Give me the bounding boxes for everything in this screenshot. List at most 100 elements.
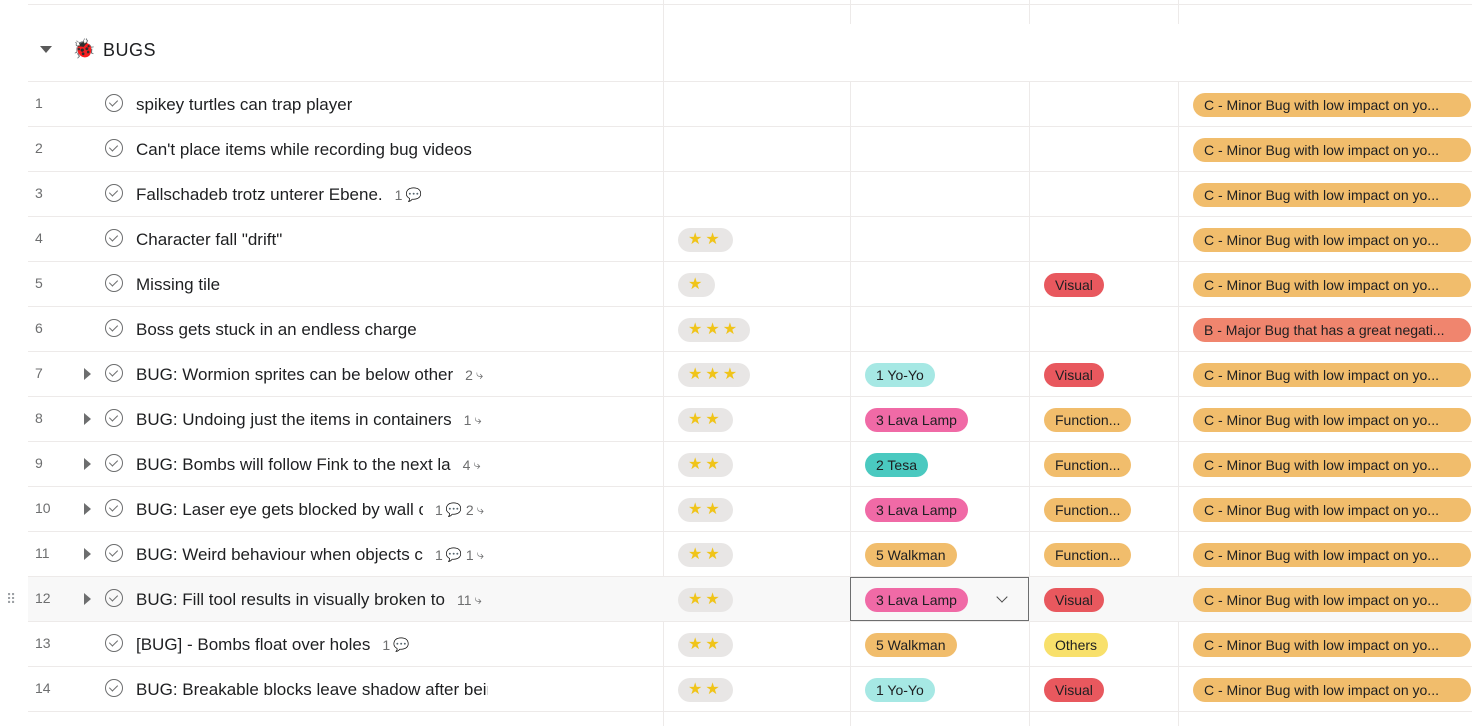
star-rating[interactable]: ★★ xyxy=(678,453,733,477)
release-tag[interactable]: 3 Lava Lamp xyxy=(865,588,968,612)
category-tag[interactable]: Function... xyxy=(1044,498,1132,522)
priority-tag[interactable]: C - Minor Bug with low impact on yo... xyxy=(1193,633,1471,657)
section-header[interactable]: 🐞 BUGS xyxy=(28,24,1472,82)
task-name[interactable]: BUG: Undoing just the items in container… xyxy=(136,410,452,429)
task-name-cell[interactable]: [BUG] - Bombs float over holes 1 💬 xyxy=(136,633,488,657)
category-tag[interactable]: Function... xyxy=(1044,408,1132,432)
expand-subtasks-icon[interactable] xyxy=(84,503,91,515)
star-rating[interactable]: ★★★ xyxy=(678,363,751,387)
table-row[interactable]: 11 BUG: Weird behaviour when objects c 1 💬 1… xyxy=(28,532,1472,577)
table-row[interactable]: 9 BUG: Bombs will follow Fink to the next… xyxy=(28,442,1472,487)
table-row[interactable]: 3 Fallschadeb trotz unterer Ebene. 1 💬 C - M… xyxy=(28,172,1472,217)
task-name-cell[interactable]: Can't place items while recording bug vi… xyxy=(136,138,488,162)
task-name-cell[interactable]: Boss gets stuck in an endless charge xyxy=(136,318,488,342)
task-name[interactable]: Boss gets stuck in an endless charge xyxy=(136,320,417,339)
table-row[interactable]: 4 Character fall "drift" ★★ C - Minor Bug w… xyxy=(28,217,1472,262)
category-tag[interactable]: Visual xyxy=(1044,363,1104,387)
task-name-cell[interactable]: BUG: Fill tool results in visually broke… xyxy=(136,588,488,612)
release-tag[interactable]: 1 Yo-Yo xyxy=(865,363,935,387)
star-rating[interactable]: ★★ xyxy=(678,588,733,612)
task-name[interactable]: BUG: Breakable blocks leave shadow after… xyxy=(136,680,488,699)
complete-checkbox-icon[interactable] xyxy=(105,409,123,427)
complete-checkbox-icon[interactable] xyxy=(105,454,123,472)
complete-checkbox-icon[interactable] xyxy=(105,634,123,652)
complete-checkbox-icon[interactable] xyxy=(105,364,123,382)
priority-tag[interactable]: C - Minor Bug with low impact on yo... xyxy=(1193,183,1471,207)
complete-checkbox-icon[interactable] xyxy=(105,139,123,157)
complete-checkbox-icon[interactable] xyxy=(105,319,123,337)
star-rating[interactable]: ★★ xyxy=(678,633,733,657)
priority-tag[interactable]: B - Major Bug that has a great negati... xyxy=(1193,318,1471,342)
release-tag[interactable]: 3 Lava Lamp xyxy=(865,408,968,432)
star-rating[interactable]: ★★ xyxy=(678,678,733,702)
task-name-cell[interactable]: BUG: Undoing just the items in container… xyxy=(136,408,488,432)
table-row[interactable]: 2 Can't place items while recording bug v… xyxy=(28,127,1472,172)
table-row[interactable]: ⠿ 12 BUG: Fill tool results in visually br… xyxy=(6,577,1472,622)
complete-checkbox-icon[interactable] xyxy=(105,679,123,697)
task-name-cell[interactable]: BUG: Bombs will follow Fink to the next … xyxy=(136,453,488,477)
category-tag[interactable]: Function... xyxy=(1044,453,1132,477)
expand-subtasks-icon[interactable] xyxy=(84,413,91,425)
table-row[interactable]: 1 spikey turtles can trap player C - Minor… xyxy=(28,82,1472,127)
priority-tag[interactable]: C - Minor Bug with low impact on yo... xyxy=(1193,408,1471,432)
complete-checkbox-icon[interactable] xyxy=(105,229,123,247)
category-tag[interactable]: Visual xyxy=(1044,678,1104,702)
task-name[interactable]: Character fall "drift" xyxy=(136,230,283,249)
star-rating[interactable]: ★★ xyxy=(678,408,733,432)
task-name-cell[interactable]: spikey turtles can trap player xyxy=(136,93,488,117)
category-tag[interactable]: Function... xyxy=(1044,543,1132,567)
task-name[interactable]: [BUG] - Bombs float over holes xyxy=(136,635,371,654)
category-tag[interactable]: Visual xyxy=(1044,273,1104,297)
release-tag[interactable]: 1 Yo-Yo xyxy=(865,678,935,702)
complete-checkbox-icon[interactable] xyxy=(105,589,123,607)
task-name[interactable]: BUG: Bombs will follow Fink to the next … xyxy=(136,455,451,474)
category-tag[interactable]: Visual xyxy=(1044,588,1104,612)
table-row[interactable]: 14 BUG: Breakable blocks leave shadow aft… xyxy=(28,667,1472,712)
task-name-cell[interactable]: BUG: Wormion sprites can be below other 2… xyxy=(136,363,488,387)
task-name[interactable]: spikey turtles can trap player xyxy=(136,95,353,114)
star-rating[interactable]: ★★ xyxy=(678,498,733,522)
release-tag[interactable]: 3 Lava Lamp xyxy=(865,498,968,522)
priority-tag[interactable]: C - Minor Bug with low impact on yo... xyxy=(1193,588,1471,612)
complete-checkbox-icon[interactable] xyxy=(105,544,123,562)
release-tag[interactable]: 2 Tesa xyxy=(865,453,928,477)
table-row[interactable]: 8 BUG: Undoing just the items in containe… xyxy=(28,397,1472,442)
task-name[interactable]: BUG: Laser eye gets blocked by wall c xyxy=(136,500,423,519)
priority-tag[interactable]: C - Minor Bug with low impact on yo... xyxy=(1193,228,1471,252)
table-row[interactable]: 10 BUG: Laser eye gets blocked by wall c 1… xyxy=(28,487,1472,532)
release-tag[interactable]: 5 Walkman xyxy=(865,633,957,657)
release-tag[interactable]: 5 Walkman xyxy=(865,543,957,567)
release-dropdown[interactable] xyxy=(850,577,1029,621)
task-name[interactable]: Missing tile xyxy=(136,275,221,294)
task-name-cell[interactable]: BUG: Laser eye gets blocked by wall c 1 💬 2… xyxy=(136,498,488,522)
task-name[interactable]: Fallschadeb trotz unterer Ebene. xyxy=(136,185,383,204)
priority-tag[interactable]: C - Minor Bug with low impact on yo... xyxy=(1193,273,1471,297)
drag-handle-icon[interactable]: ⠿ xyxy=(6,591,16,607)
complete-checkbox-icon[interactable] xyxy=(105,94,123,112)
task-name[interactable]: BUG: Wormion sprites can be below other xyxy=(136,365,454,384)
priority-tag[interactable]: C - Minor Bug with low impact on yo... xyxy=(1193,93,1471,117)
priority-tag[interactable]: C - Minor Bug with low impact on yo... xyxy=(1193,363,1471,387)
star-rating[interactable]: ★★ xyxy=(678,543,733,567)
star-rating[interactable]: ★ xyxy=(678,273,716,297)
table-row[interactable]: 6 Boss gets stuck in an endless charge ★★★… xyxy=(28,307,1472,352)
priority-tag[interactable]: C - Minor Bug with low impact on yo... xyxy=(1193,453,1471,477)
task-name-cell[interactable]: Missing tile xyxy=(136,273,488,297)
complete-checkbox-icon[interactable] xyxy=(105,499,123,517)
table-row[interactable]: 7 BUG: Wormion sprites can be below other… xyxy=(28,352,1472,397)
task-name[interactable]: BUG: Weird behaviour when objects c xyxy=(136,545,423,564)
expand-subtasks-icon[interactable] xyxy=(84,458,91,470)
task-name-cell[interactable]: BUG: Breakable blocks leave shadow after… xyxy=(136,678,488,702)
task-name-cell[interactable]: BUG: Weird behaviour when objects c 1 💬 1 ⤷ xyxy=(136,543,488,567)
priority-tag[interactable]: C - Minor Bug with low impact on yo... xyxy=(1193,678,1471,702)
complete-checkbox-icon[interactable] xyxy=(105,274,123,292)
priority-tag[interactable]: C - Minor Bug with low impact on yo... xyxy=(1193,543,1471,567)
complete-checkbox-icon[interactable] xyxy=(105,184,123,202)
category-tag[interactable]: Others xyxy=(1044,633,1109,657)
task-name[interactable]: Can't place items while recording bug vi… xyxy=(136,140,472,159)
table-row[interactable]: 5 Missing tile ★ Visual C - Minor Bug with l… xyxy=(28,262,1472,307)
expand-subtasks-icon[interactable] xyxy=(84,548,91,560)
star-rating[interactable]: ★★★ xyxy=(678,318,751,342)
task-name[interactable]: BUG: Fill tool results in visually broke… xyxy=(136,590,445,609)
table-row[interactable]: 13 [BUG] - Bombs float over holes 1 💬 ★★ 5 Wa… xyxy=(28,622,1472,667)
